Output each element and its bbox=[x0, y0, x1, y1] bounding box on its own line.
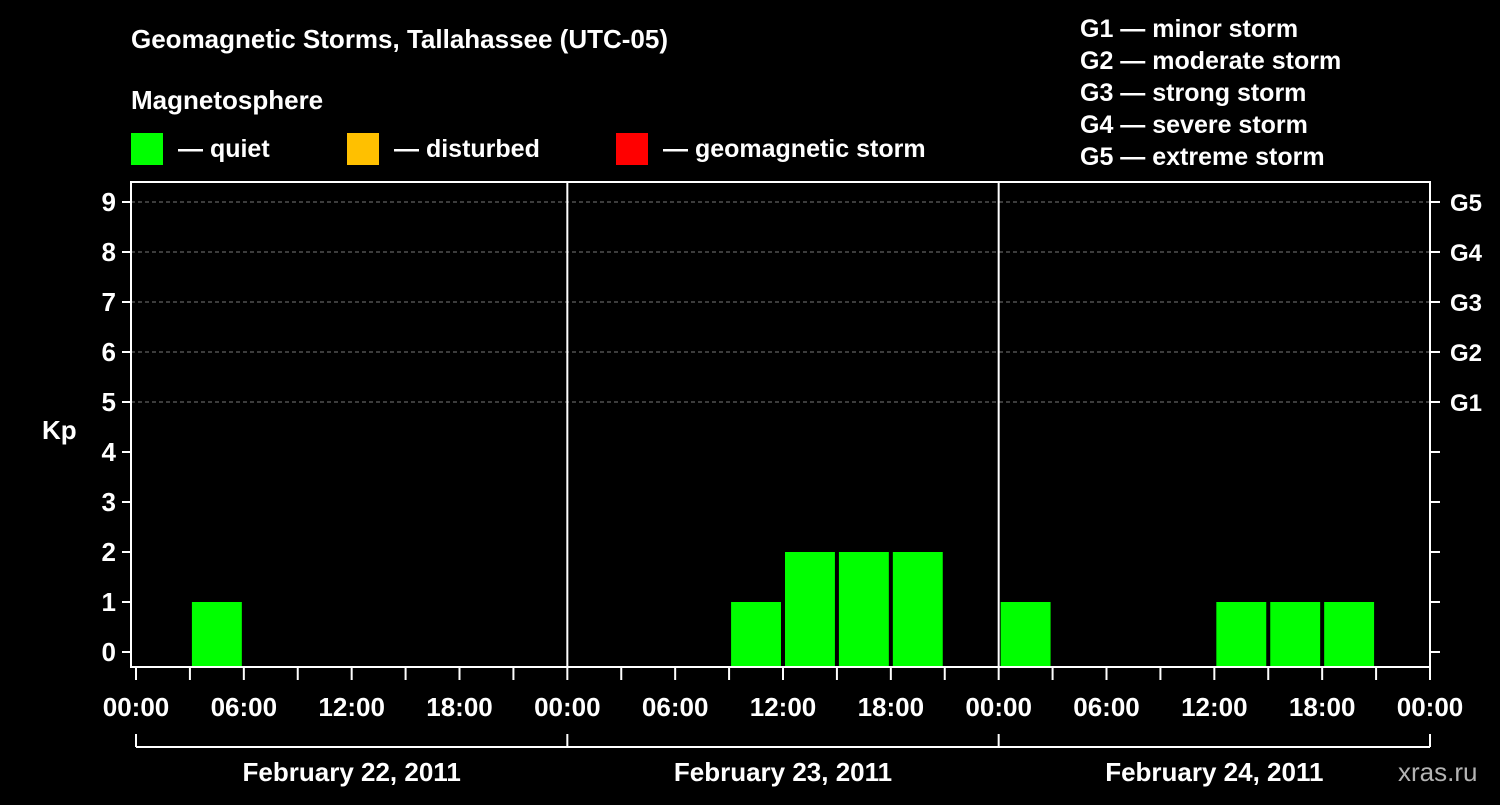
y-tick-label: 0 bbox=[102, 637, 116, 667]
x-tick-label: 06:00 bbox=[211, 692, 278, 722]
x-axis: 00:00 06:00 12:00 18:00 00:00 06:00 12:00 18:00… bbox=[103, 667, 1464, 722]
legend-label: — quiet bbox=[178, 135, 270, 163]
right-axis-label: G2 bbox=[1450, 340, 1482, 367]
x-tick-label: 00:00 bbox=[1397, 692, 1464, 722]
x-tick-label: 00:00 bbox=[965, 692, 1032, 722]
right-axis: G1 G2 G3 G4 G5 bbox=[1430, 190, 1483, 653]
y-tick-label: 8 bbox=[102, 237, 116, 267]
right-axis-label: G3 bbox=[1450, 290, 1482, 317]
y-tick-label: 9 bbox=[102, 187, 116, 217]
bars bbox=[191, 552, 1375, 667]
kp-bar bbox=[892, 552, 943, 667]
y-tick-label: 1 bbox=[102, 587, 116, 617]
x-tick-label: 18:00 bbox=[1289, 692, 1356, 722]
legend-swatch bbox=[347, 133, 379, 165]
storm-scale-item: G2 — moderate storm bbox=[1080, 47, 1341, 75]
kp-bar bbox=[731, 602, 781, 667]
storm-scale-item: G1 — minor storm bbox=[1080, 15, 1298, 43]
right-axis-label: G5 bbox=[1450, 190, 1482, 217]
right-axis-label: G4 bbox=[1450, 240, 1483, 267]
day-label: February 23, 2011 bbox=[674, 757, 892, 787]
kp-bar bbox=[1324, 602, 1375, 667]
chart-subtitle: Magnetosphere bbox=[131, 85, 323, 115]
watermark: xras.ru bbox=[1398, 757, 1477, 787]
right-axis-label: G1 bbox=[1450, 390, 1482, 417]
kp-bar bbox=[191, 602, 242, 667]
x-tick-label: 18:00 bbox=[426, 692, 493, 722]
storm-scale-legend: G1 — minor storm G2 — moderate storm G3 — … bbox=[1080, 15, 1341, 171]
x-tick-label: 00:00 bbox=[534, 692, 601, 722]
kp-bar bbox=[785, 552, 835, 667]
y-tick-label: 4 bbox=[102, 437, 117, 467]
y-tick-label: 3 bbox=[102, 487, 116, 517]
x-tick-label: 00:00 bbox=[103, 692, 170, 722]
storm-scale-item: G4 — severe storm bbox=[1080, 111, 1308, 139]
gridlines bbox=[131, 201, 1430, 403]
y-tick-label: 2 bbox=[102, 537, 116, 567]
day-label: February 22, 2011 bbox=[243, 757, 461, 787]
legend-label: — disturbed bbox=[394, 135, 540, 163]
storm-scale-item: G3 — strong storm bbox=[1080, 79, 1306, 107]
y-tick-label: 6 bbox=[102, 337, 116, 367]
x-tick-label: 06:00 bbox=[642, 692, 709, 722]
x-tick-label: 12:00 bbox=[318, 692, 385, 722]
y-tick-label: 7 bbox=[102, 287, 116, 317]
x-tick-label: 12:00 bbox=[1181, 692, 1248, 722]
kp-bar bbox=[1270, 602, 1321, 667]
y-axis: 0 1 2 3 4 5 6 7 8 9 bbox=[102, 187, 131, 667]
x-tick-label: 06:00 bbox=[1073, 692, 1140, 722]
plot-frame bbox=[130, 181, 1431, 668]
y-tick-label: 5 bbox=[102, 387, 116, 417]
day-label: February 24, 2011 bbox=[1105, 757, 1323, 787]
chart-title: Geomagnetic Storms, Tallahassee (UTC-05) bbox=[131, 24, 668, 54]
kp-bar bbox=[1216, 602, 1267, 667]
legend-swatch bbox=[131, 133, 163, 165]
legend: — quiet — disturbed — geomagnetic storm bbox=[131, 133, 926, 165]
legend-swatch bbox=[616, 133, 648, 165]
kp-bar bbox=[838, 552, 889, 667]
x-tick-label: 18:00 bbox=[858, 692, 925, 722]
legend-label: — geomagnetic storm bbox=[663, 135, 926, 163]
kp-bar bbox=[1000, 602, 1051, 667]
storm-scale-item: G5 — extreme storm bbox=[1080, 143, 1325, 171]
day-dividers bbox=[566, 182, 1000, 667]
x-tick-label: 12:00 bbox=[750, 692, 817, 722]
y-axis-title: Kp bbox=[42, 415, 77, 445]
day-labels: February 22, 2011 February 23, 2011 Februa… bbox=[135, 734, 1431, 787]
